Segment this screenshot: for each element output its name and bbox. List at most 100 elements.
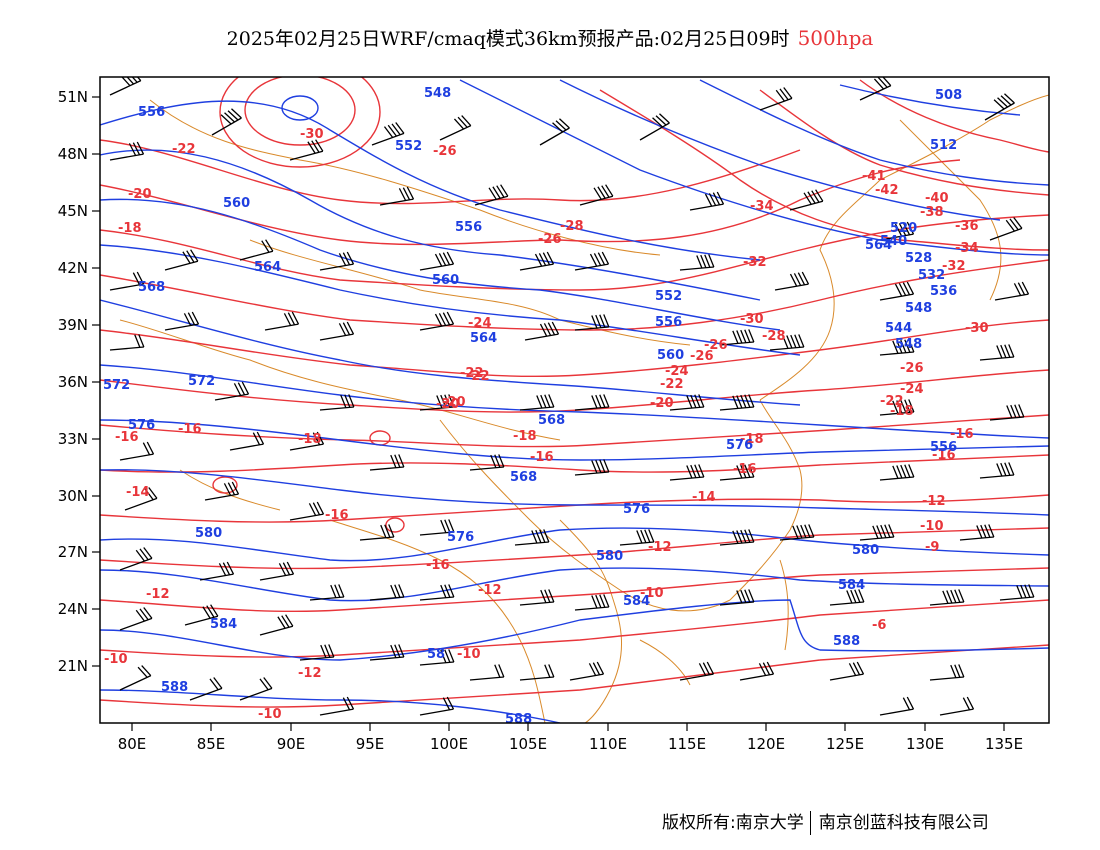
temp-label: -16 [115,430,139,445]
temp-label: -26 [690,349,714,364]
temp-label: -18 [513,429,537,444]
lat-label: 33N [58,430,88,448]
wind-barb [259,614,294,636]
wind-barb [189,677,223,701]
temp-label: -34 [750,199,774,214]
wind-barb [119,665,152,691]
wind-barb [229,431,265,451]
wind-barb [119,547,153,571]
wind-barb [789,189,824,211]
wind-barb [119,441,155,461]
height-label: 536 [930,284,957,299]
wind-barb [689,191,725,211]
wind-barb [719,329,755,346]
height-label: 512 [930,138,957,153]
temp-label: -16 [950,427,974,442]
height-label: 58 [427,647,445,662]
lon-label: 115E [668,735,706,753]
wind-barb [719,529,755,546]
copyright-footer: 版权所有:南京大学 南京创蓝科技有限公司 [662,808,989,835]
wind-barb [639,113,670,141]
wind-barb [239,677,273,701]
height-label: 556 [455,220,482,235]
wind-barb [109,77,142,96]
lat-label: 27N [58,543,88,561]
wind-barb [669,394,705,411]
temp-label: -12 [146,587,170,602]
wind-barb [119,607,153,631]
lat-label: 42N [58,259,88,277]
height-label: 584 [623,594,650,609]
height-label: 580 [596,549,623,564]
height-label: 548 [424,86,451,101]
wind-barb [419,584,455,601]
wind-barb [211,108,242,136]
wind-barb [371,122,405,146]
temp-label: -22 [660,377,684,392]
wind-barb [829,589,865,606]
temp-label: -30 [965,321,989,336]
temp-label: -16 [530,450,554,465]
wind-barb [999,584,1035,601]
wind-barb [359,524,395,541]
wind-barb [204,481,240,501]
lon-label: 130E [906,735,944,753]
temp-label: -30 [740,312,764,327]
wind-barb [719,394,755,411]
height-label: 576 [447,530,474,545]
height-label: 556 [655,315,682,330]
wind-barb [164,249,199,271]
height-label: 572 [188,374,215,389]
wind-barb [289,501,325,521]
temp-label: -20 [650,396,674,411]
height-label: 576 [726,438,753,453]
height-label: 580 [852,543,879,558]
wind-barb [979,462,1015,479]
temp-label: -38 [920,205,944,220]
height-label: 576 [128,418,155,433]
wind-barb [939,696,975,716]
lat-label: 51N [58,88,88,106]
wind-barb [879,281,915,301]
wind-barb [419,649,455,666]
wind-barb [879,696,915,716]
wind-barb [519,251,555,271]
temp-label: -10 [258,707,282,722]
height-label: 540 [880,234,907,249]
wind-barb [264,311,300,331]
temp-label: -18 [740,432,764,447]
temp-label: -14 [692,490,716,505]
lat-label: 45N [58,202,88,220]
lon-label: 135E [985,735,1023,753]
wind-barb [984,93,1015,121]
temp-label: -16 [426,558,450,573]
wind-barb [199,561,235,581]
temp-label: -28 [560,219,584,234]
wind-barb [109,334,145,351]
wind-barb [369,584,405,601]
temp-label: -32 [942,259,966,274]
wind-barb [379,186,415,206]
wind-barb [519,394,555,411]
height-label: 560 [432,273,459,288]
height-label: 568 [138,280,165,295]
plot-frame [99,76,1050,724]
wind-barb [469,454,505,471]
lon-label: 85E [197,735,226,753]
height-label: 588 [161,680,188,695]
temp-label: -18 [890,404,914,419]
wind-barb [289,139,324,161]
height-labels-layer: 556 548 552 560 556 564 560 568 552 508 … [103,86,962,727]
temp-label: -12 [298,666,322,681]
temp-label: -20 [436,397,460,412]
temp-label: -6 [872,618,886,633]
height-label: 532 [918,268,945,283]
temp-label: -22 [880,394,904,409]
wind-barb [239,239,274,261]
height-label: 588 [505,712,532,727]
wind-barb [574,459,610,476]
wind-barb [514,529,550,546]
height-label: 588 [833,634,860,649]
footer-divider [809,811,811,835]
temp-label: -32 [743,255,767,270]
